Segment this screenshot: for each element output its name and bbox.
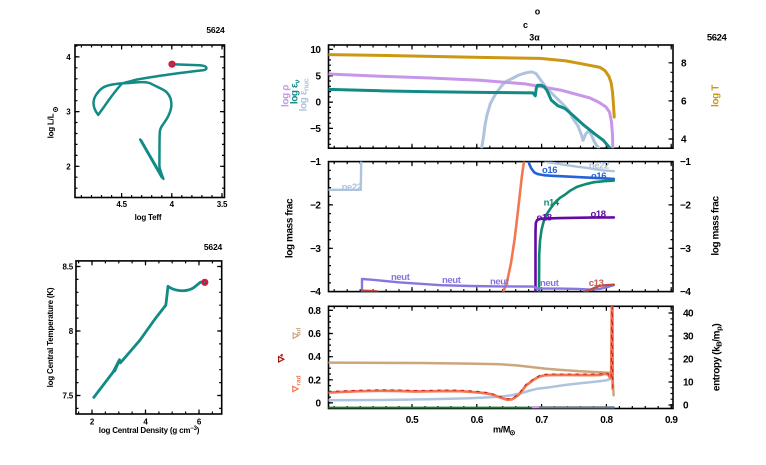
svg-text:ne22: ne22 — [342, 182, 362, 193]
svg-text:log Central Temperature (K): log Central Temperature (K) — [46, 287, 55, 387]
svg-text:8: 8 — [69, 327, 74, 336]
svg-text:log T: log T — [711, 85, 722, 107]
svg-text:0.7: 0.7 — [535, 415, 548, 426]
svg-text:4: 4 — [66, 53, 71, 62]
svg-text:log εnuc: log εnuc — [299, 78, 311, 111]
svg-text:−4: −4 — [310, 287, 321, 298]
svg-text:ne22: ne22 — [589, 161, 609, 172]
svg-text:3α: 3α — [529, 33, 540, 43]
svg-text:m/M: m/M — [493, 424, 510, 434]
svg-text:0.2: 0.2 — [308, 375, 321, 386]
svg-text:10: 10 — [683, 378, 694, 389]
svg-text:2: 2 — [66, 162, 71, 171]
svg-text:5: 5 — [315, 71, 321, 82]
svg-text:5624: 5624 — [707, 33, 728, 44]
svg-text:−2: −2 — [310, 200, 321, 211]
svg-text:0.9: 0.9 — [665, 415, 678, 426]
svg-text:o16: o16 — [591, 171, 606, 182]
svg-text:0.5: 0.5 — [406, 415, 419, 426]
svg-text:log ρ: log ρ — [281, 85, 292, 107]
svg-text:log mass frac: log mass frac — [285, 198, 296, 258]
svg-text:0: 0 — [315, 398, 321, 409]
svg-text:3: 3 — [66, 108, 71, 117]
svg-text:0: 0 — [683, 401, 689, 412]
svg-text:8.5: 8.5 — [62, 263, 73, 272]
svg-text:c13: c13 — [589, 278, 604, 289]
svg-text:neut: neut — [442, 275, 462, 286]
svg-text:c: c — [523, 20, 528, 30]
svg-text:log Teff: log Teff — [135, 213, 162, 222]
svg-text:7.5: 7.5 — [62, 392, 73, 401]
svg-text:4: 4 — [170, 200, 175, 209]
svg-text:8: 8 — [681, 58, 687, 69]
svg-text:0.8: 0.8 — [308, 306, 321, 317]
svg-text:30: 30 — [683, 332, 694, 343]
svg-text:0.6: 0.6 — [308, 329, 321, 340]
svg-text:o: o — [535, 7, 541, 17]
svg-text:4.5: 4.5 — [116, 200, 127, 209]
svg-text:*: * — [279, 353, 288, 357]
svg-text:0.8: 0.8 — [600, 415, 613, 426]
svg-text:0: 0 — [315, 98, 321, 109]
svg-text:4: 4 — [681, 135, 687, 146]
svg-text:20: 20 — [683, 355, 694, 366]
svg-text:−2: −2 — [680, 200, 691, 211]
svg-text:0.6: 0.6 — [471, 415, 484, 426]
svg-text:−1: −1 — [310, 157, 321, 168]
svg-text:neut: neut — [391, 272, 411, 283]
svg-text:−1: −1 — [680, 157, 691, 168]
svg-text:log mass frac: log mass frac — [710, 196, 721, 256]
svg-text:−3: −3 — [680, 244, 691, 255]
svg-text:6: 6 — [681, 96, 687, 107]
svg-text:6: 6 — [197, 418, 202, 427]
svg-text:4: 4 — [143, 418, 148, 427]
svg-text:neut: neut — [490, 276, 510, 287]
svg-text:40: 40 — [683, 309, 694, 320]
svg-text:5624: 5624 — [204, 242, 223, 252]
svg-text:10: 10 — [310, 45, 321, 56]
svg-text:log Central Density (g cm−3): log Central Density (g cm−3) — [99, 426, 200, 435]
svg-text:5624: 5624 — [206, 25, 225, 35]
svg-text:o18: o18 — [591, 209, 606, 220]
svg-text:n14: n14 — [544, 198, 560, 209]
svg-text:−5: −5 — [310, 124, 321, 135]
svg-text:−4: −4 — [680, 287, 691, 298]
svg-text:ad: ad — [295, 328, 302, 336]
svg-text:o16: o16 — [542, 165, 557, 176]
svg-text:log εν: log εν — [290, 80, 302, 105]
svg-text:o18: o18 — [537, 213, 552, 224]
svg-text:0.4: 0.4 — [308, 352, 321, 363]
svg-text:rad: rad — [295, 375, 302, 385]
svg-text:3.5: 3.5 — [217, 200, 228, 209]
svg-text:log L/L: log L/L — [47, 113, 56, 138]
svg-text:−3: −3 — [310, 244, 321, 255]
svg-text:neut: neut — [540, 278, 560, 289]
svg-text:2: 2 — [90, 418, 95, 427]
svg-text:entropy (kB/mp): entropy (kB/mp) — [711, 324, 723, 391]
